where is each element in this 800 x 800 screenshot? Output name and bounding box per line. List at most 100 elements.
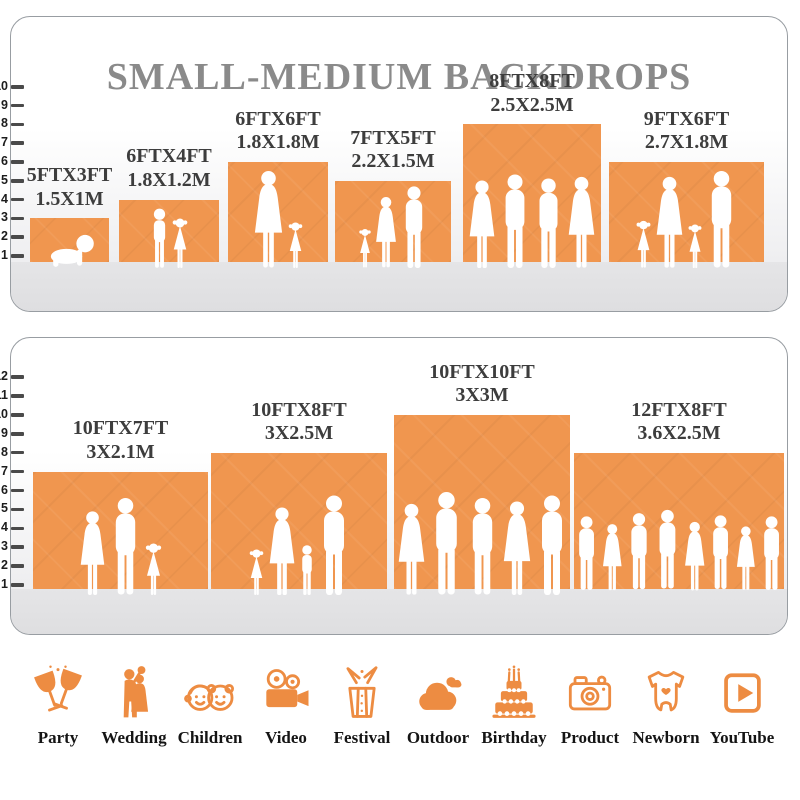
girl-silhouette-icon bbox=[288, 222, 303, 268]
size-meters: 1.8X1.8M bbox=[236, 131, 320, 154]
woman-silhouette-icon bbox=[737, 526, 755, 590]
size-feet: 6FTX4FT bbox=[126, 145, 212, 168]
category-label: Newborn bbox=[632, 728, 700, 747]
wedding-couple-icon bbox=[123, 666, 149, 718]
size-meters: 3X2.1M bbox=[86, 441, 155, 464]
man-silhouette-icon bbox=[579, 516, 594, 590]
woman-silhouette-icon bbox=[269, 507, 294, 595]
ruler-number: 2 bbox=[1, 558, 8, 573]
category-label: Children bbox=[177, 728, 243, 747]
ruler-tick bbox=[11, 564, 24, 568]
category-label: Party bbox=[37, 728, 79, 747]
man-silhouette-icon bbox=[115, 497, 136, 595]
small-medium-panel-frame: SMALL-MEDIUM BACKDROPS 5FTX3FT 1.5X1M 6FTX… bbox=[10, 16, 788, 312]
photo-camera-icon bbox=[568, 675, 612, 711]
man-silhouette-icon bbox=[631, 513, 647, 590]
people-silhouettes bbox=[609, 170, 764, 268]
girl-silhouette-icon bbox=[636, 220, 651, 268]
category-festival: Festival bbox=[326, 662, 398, 748]
category-youtube: YouTube bbox=[706, 662, 778, 748]
bar-size-label: 10FTX8FT 3X2.5M bbox=[189, 399, 409, 446]
page-title: SMALL-MEDIUM BACKDROPS bbox=[106, 56, 692, 99]
ruler-number: 4 bbox=[1, 191, 8, 206]
ruler-tick bbox=[11, 122, 24, 127]
ruler-number: 3 bbox=[1, 539, 8, 554]
ruler-number: 11 bbox=[0, 388, 8, 402]
ruler-number: 6 bbox=[1, 482, 8, 497]
ruler-number: 7 bbox=[1, 135, 8, 150]
category-label: Wedding bbox=[101, 728, 167, 747]
category-row: Party Wedding Children Video Festival Ou… bbox=[22, 662, 778, 748]
bar-size-label: 10FTX10FT 3X3M bbox=[372, 361, 592, 408]
backdrop-bar bbox=[119, 199, 219, 262]
man-silhouette-icon bbox=[323, 495, 344, 595]
category-newborn: Newborn bbox=[630, 662, 702, 748]
size-meters: 2.5X2.5M bbox=[490, 93, 574, 116]
bar-size-label: 12FTX8FT 3.6X2.5M bbox=[569, 398, 787, 446]
ruler-number: 2 bbox=[1, 229, 8, 244]
woman-silhouette-icon bbox=[398, 503, 424, 595]
ruler-tick bbox=[11, 432, 24, 436]
category-wedding: Wedding bbox=[98, 662, 170, 748]
man-silhouette-icon bbox=[472, 497, 492, 595]
man-silhouette-icon bbox=[539, 178, 558, 268]
ruler-number: 7 bbox=[1, 463, 8, 478]
woman-silhouette-icon bbox=[603, 524, 622, 591]
ruler-tick bbox=[11, 254, 24, 258]
backdrop-bar bbox=[211, 452, 387, 589]
size-feet: 7FTX5FT bbox=[350, 126, 436, 149]
size-feet: 8FTX8FT bbox=[489, 70, 575, 93]
man-silhouette-icon bbox=[713, 515, 728, 589]
ruler-number: 12 bbox=[0, 369, 8, 384]
ruler-number: 10 bbox=[0, 78, 8, 93]
people-silhouettes bbox=[30, 232, 109, 268]
ruler-tick bbox=[11, 488, 24, 493]
ruler-number: 9 bbox=[1, 425, 8, 440]
man-silhouette-icon bbox=[711, 170, 732, 268]
size-feet: 10FTX7FT bbox=[72, 417, 169, 440]
people-silhouettes bbox=[33, 497, 208, 595]
ruler-tick bbox=[11, 179, 24, 183]
ruler-number: 1 bbox=[1, 577, 8, 591]
baby-silhouette-icon bbox=[50, 234, 94, 267]
ruler-tick bbox=[11, 450, 24, 455]
floor-area bbox=[11, 589, 787, 634]
ruler-tick bbox=[11, 545, 24, 549]
girl-silhouette-icon bbox=[172, 218, 187, 268]
ruler-tick bbox=[11, 583, 24, 587]
ruler-tick bbox=[11, 469, 24, 474]
category-party: Party bbox=[22, 662, 94, 748]
category-children: Children bbox=[174, 662, 246, 748]
ruler-number: 5 bbox=[1, 501, 8, 516]
gift-burst-icon bbox=[346, 666, 378, 718]
woman-silhouette-icon bbox=[684, 521, 704, 591]
ruler-number: 10 bbox=[0, 406, 8, 421]
ruler-tick bbox=[11, 216, 24, 221]
size-meters: 2.7X1.8M bbox=[644, 131, 729, 154]
size-meters: 1.8X1.2M bbox=[127, 169, 211, 192]
ruler-number: 3 bbox=[1, 210, 8, 225]
size-feet: 5FTX3FT bbox=[26, 164, 113, 187]
size-feet: 10FTX8FT bbox=[251, 398, 347, 421]
size-feet: 6FTX6FT bbox=[235, 107, 321, 130]
category-label: Festival bbox=[333, 728, 391, 747]
size-meters: 3.6X2.5M bbox=[637, 422, 721, 445]
ruler-number: 4 bbox=[1, 520, 8, 535]
woman-silhouette-icon bbox=[568, 176, 595, 268]
ruler-tick bbox=[11, 103, 24, 108]
woman-silhouette-icon bbox=[656, 176, 683, 268]
small-medium-panel: SMALL-MEDIUM BACKDROPS 5FTX3FT 1.5X1M 6FTX… bbox=[0, 16, 788, 312]
video-camera-icon bbox=[266, 669, 309, 708]
bar-size-label: 9FTX6FT 2.7X1.8M bbox=[577, 108, 788, 155]
category-video: Video bbox=[250, 662, 322, 748]
size-feet: 12FTX8FT bbox=[631, 398, 727, 421]
woman-silhouette-icon bbox=[80, 511, 105, 595]
girl-silhouette-icon bbox=[359, 228, 371, 268]
woman-silhouette-icon bbox=[376, 197, 396, 268]
category-label: Product bbox=[560, 728, 620, 747]
people-silhouettes bbox=[394, 491, 570, 595]
children-faces-icon bbox=[184, 683, 235, 711]
backdrop-bar bbox=[609, 162, 764, 262]
woman-silhouette-icon bbox=[254, 170, 283, 268]
bar-size-label: 8FTX8FT 2.5X2.5M bbox=[422, 70, 642, 117]
